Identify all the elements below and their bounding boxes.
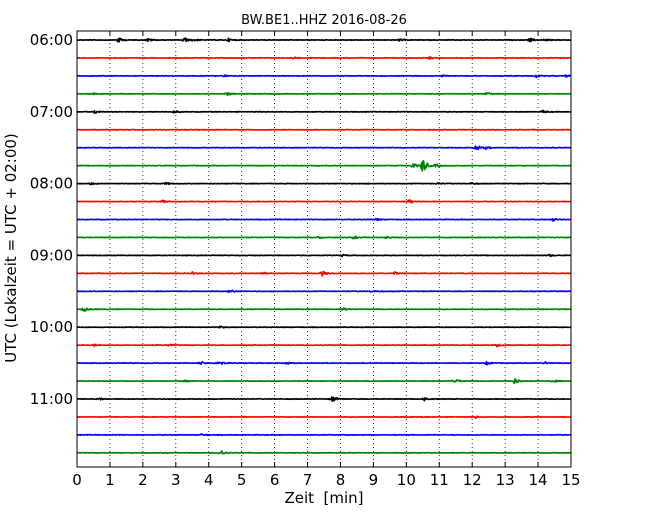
- x-tick-label: 15: [561, 471, 580, 489]
- x-tick-label: 7: [303, 471, 313, 489]
- y-tick-label: 06:00: [30, 31, 73, 49]
- x-tick-label: 11: [430, 471, 449, 489]
- x-axis-label: Zeit [min]: [284, 489, 363, 507]
- y-tick-label: 09:00: [30, 246, 73, 264]
- seismic-trace: [76, 235, 572, 240]
- seismic-trace: [76, 415, 572, 419]
- seismic-trace: [76, 450, 572, 455]
- seismic-trace: [76, 396, 572, 403]
- x-tick-label: 4: [204, 471, 214, 489]
- seismic-trace: [76, 159, 572, 172]
- seismic-trace: [76, 91, 572, 96]
- seismic-trace: [76, 37, 572, 43]
- y-tick-label: 10:00: [30, 318, 73, 336]
- seismic-trace: [76, 253, 572, 258]
- x-tick-label: 1: [105, 471, 115, 489]
- x-tick-label: 14: [529, 471, 548, 489]
- grid-lines: [109, 31, 539, 467]
- x-tick-label: 3: [171, 471, 181, 489]
- x-tick-label: 0: [72, 471, 82, 489]
- x-tick-label: 2: [138, 471, 148, 489]
- seismic-trace: [76, 145, 572, 151]
- seismic-trace: [76, 360, 572, 366]
- x-tick-label: 6: [270, 471, 280, 489]
- seismic-trace: [76, 181, 572, 186]
- seismic-trace: [76, 217, 572, 222]
- seismic-trace: [76, 199, 572, 204]
- y-tick-labels: 06:00 07:00 08:00 09:00 10:00 11:00: [30, 31, 73, 408]
- seismic-trace: [76, 74, 572, 79]
- seismic-trace: [76, 109, 572, 114]
- seismic-trace: [76, 128, 572, 131]
- y-tick-label: 11:00: [30, 390, 73, 408]
- x-tick-label: 5: [237, 471, 247, 489]
- x-tick-label: 8: [336, 471, 346, 489]
- x-tick-label: 12: [463, 471, 482, 489]
- chart-title: BW.BE1..HHZ 2016-08-26: [241, 13, 407, 28]
- seismic-trace: [76, 325, 572, 329]
- x-tick-label: 9: [369, 471, 379, 489]
- y-tick-label: 07:00: [30, 103, 73, 121]
- seismic-trace: [76, 56, 572, 60]
- axes-frame: [76, 30, 572, 468]
- seismic-trace: [76, 343, 572, 348]
- x-tick-label: 13: [496, 471, 515, 489]
- y-axis-label: UTC (Lokalzeit = UTC + 02:00): [2, 133, 20, 363]
- x-tick-labels: 0 1 2 3 4 5 6 7 8 9 10 11 12 13 14 15: [72, 471, 580, 489]
- x-tick-label: 10: [397, 471, 416, 489]
- y-tick-label: 08:00: [30, 175, 73, 193]
- seismic-trace: [76, 377, 572, 385]
- seismic-trace: [76, 307, 572, 312]
- seismic-trace: [76, 270, 572, 277]
- seismic-trace: [76, 433, 572, 437]
- seismic-trace: [76, 289, 572, 294]
- trace-group: [76, 37, 572, 455]
- axis-ticks: [76, 31, 572, 467]
